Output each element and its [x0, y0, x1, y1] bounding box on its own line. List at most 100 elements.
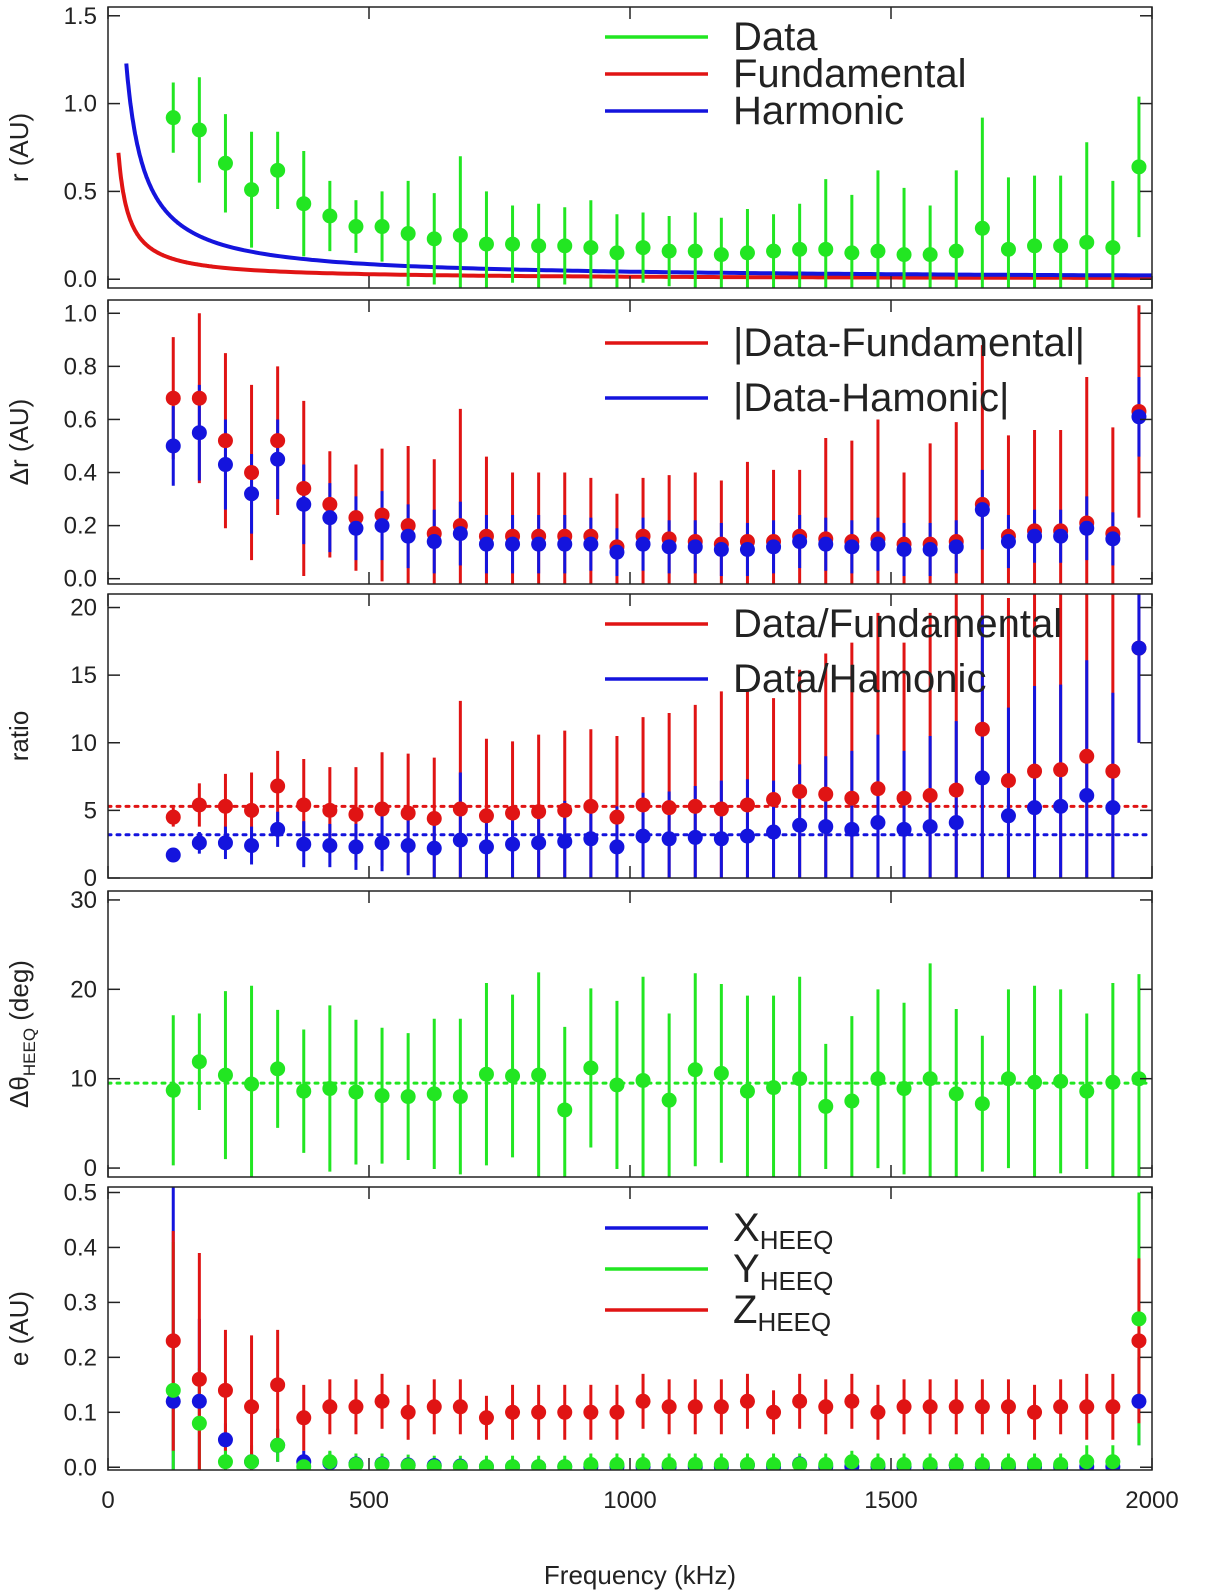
data-point [452, 526, 468, 542]
data-point [478, 1066, 494, 1082]
legend-label-main: Fundamental [733, 52, 966, 96]
y-tick-label: 1.0 [64, 91, 97, 118]
data-point [766, 1457, 782, 1470]
plot-frame [107, 6, 1153, 289]
data-point [792, 1393, 808, 1409]
data-point [1027, 1404, 1043, 1420]
data-point [818, 786, 834, 802]
legend-label-main: X [733, 1206, 760, 1250]
legend-label: Data [733, 15, 818, 59]
data-point [270, 821, 286, 837]
data-point [165, 809, 181, 825]
data-point [739, 1457, 755, 1470]
data-point [870, 1404, 886, 1420]
data-point [270, 162, 286, 178]
data-point [1131, 1393, 1147, 1409]
legend-label-sub: HEEQ [757, 1307, 831, 1337]
data-point [818, 1457, 834, 1470]
data-point [426, 1086, 442, 1102]
data-point [557, 1459, 573, 1470]
data-point [792, 1071, 808, 1087]
data-point [478, 808, 494, 824]
data-point [713, 1399, 729, 1415]
data-point [739, 828, 755, 844]
data-point [322, 1454, 338, 1470]
data-point [635, 1457, 651, 1470]
data-point [635, 797, 651, 813]
data-point [687, 829, 703, 845]
data-point [1000, 1399, 1016, 1415]
data-point [1079, 748, 1095, 764]
data-point [348, 1084, 364, 1100]
data-point [322, 1081, 338, 1097]
data-point [400, 226, 416, 242]
data-point [1105, 1454, 1121, 1470]
data-point [1053, 1457, 1069, 1470]
legend-label-main: |Data-Fundamental| [733, 321, 1085, 365]
data-point [974, 502, 990, 518]
data-point [792, 534, 808, 550]
legend-label-main: Y [733, 1247, 760, 1291]
data-point [766, 243, 782, 259]
data-point [661, 539, 677, 555]
data-point [635, 1393, 651, 1409]
data-point [766, 1080, 782, 1096]
data-point [766, 824, 782, 840]
data-point [478, 1410, 494, 1426]
data-point [1131, 640, 1147, 656]
data-point [1053, 762, 1069, 778]
data-point [1079, 234, 1095, 250]
data-point [583, 1457, 599, 1470]
data-point [974, 1096, 990, 1112]
data-point [557, 1404, 573, 1420]
data-point [191, 425, 207, 441]
data-point [948, 1086, 964, 1102]
legend-label-main: Data [733, 15, 818, 59]
legend: Data/Fundamental Data/Hamonic [605, 602, 1062, 701]
data-point [374, 1457, 390, 1470]
data-point [713, 247, 729, 263]
data-point [739, 1393, 755, 1409]
data-point [661, 1399, 677, 1415]
y-tick-label: 1.5 [64, 3, 97, 30]
panel-p1: 0.0 0.5 1.0 1.5 r (AU) DataFundamentalHarmoni… [4, 3, 1153, 293]
data-point [426, 810, 442, 826]
data-point [322, 1399, 338, 1415]
data-point [452, 801, 468, 817]
data-point [217, 155, 233, 171]
data-point [348, 219, 364, 235]
data-point [348, 1457, 364, 1470]
data-point [792, 783, 808, 799]
data-point [478, 236, 494, 252]
data-point [400, 518, 416, 534]
legend-label: Data/Fundamental [733, 602, 1062, 646]
data-point [452, 227, 468, 243]
data-point [896, 1081, 912, 1097]
data-point [870, 815, 886, 831]
data-point [609, 1404, 625, 1420]
data-point [244, 1399, 260, 1415]
data-point [374, 507, 390, 523]
data-point [870, 781, 886, 797]
legend-label: ZHEEQ [733, 1288, 831, 1337]
data-point [191, 122, 207, 138]
data-point [818, 241, 834, 257]
data-point [531, 1067, 547, 1083]
data-point [165, 1382, 181, 1398]
data-point [870, 536, 886, 552]
y-axis-label: ΔθHEEQ (deg) [4, 960, 39, 1108]
data-point [974, 770, 990, 786]
plot-area-p4 [108, 963, 1152, 1177]
data-point [244, 838, 260, 854]
y-tick-label: 0 [84, 1155, 97, 1182]
y-axis-label-unit: (deg) [4, 960, 34, 1028]
data-point [661, 831, 677, 847]
data-point [217, 457, 233, 473]
data-point [191, 390, 207, 406]
data-point [452, 1399, 468, 1415]
data-point [1053, 238, 1069, 254]
plot-area-p1 [116, 63, 1152, 288]
data-point [609, 245, 625, 261]
data-point [1027, 800, 1043, 816]
